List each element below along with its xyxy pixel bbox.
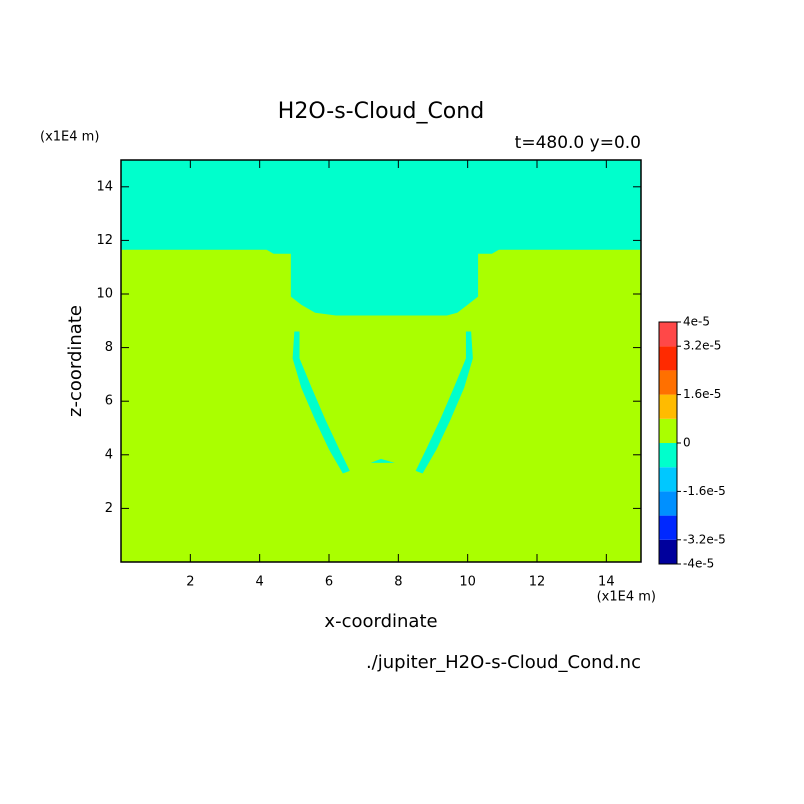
colorbar-band xyxy=(659,443,677,468)
y-axis-label: z-coordinate xyxy=(65,305,86,417)
x-unit: (x1E4 m) xyxy=(597,590,656,605)
contour-region xyxy=(370,458,395,463)
plot-frame xyxy=(120,159,642,563)
colorbar-band xyxy=(659,394,677,419)
colorbar-tick-label: 3.2e-5 xyxy=(683,339,721,353)
colorbar-tick-label: -1.6e-5 xyxy=(683,484,726,498)
colorbar-tick-label: 0 xyxy=(683,436,691,450)
y-tick-label: 4 xyxy=(105,447,113,462)
x-tick-label: 6 xyxy=(325,575,333,590)
y-tick-label: 6 xyxy=(105,394,113,409)
colorbar-band xyxy=(659,467,677,492)
x-tick-label: 14 xyxy=(598,575,615,590)
x-axis-label: x-coordinate xyxy=(324,611,437,632)
colorbar-tick-label: 4e-5 xyxy=(683,315,710,329)
contour-region xyxy=(292,331,350,474)
colorbar-band xyxy=(659,491,677,516)
contour-region xyxy=(121,160,641,316)
chart-title: H2O-s-Cloud_Cond xyxy=(278,99,484,124)
x-tick-label: 8 xyxy=(394,575,402,590)
y-tick-label: 10 xyxy=(96,287,113,302)
y-unit: (x1E4 m) xyxy=(40,130,99,145)
colorbar-band xyxy=(659,370,677,395)
chart-subtitle: t=480.0 y=0.0 xyxy=(515,133,641,153)
colorbar-band xyxy=(659,346,677,371)
colorbar-tick-label: -4e-5 xyxy=(683,557,714,571)
source-file: ./jupiter_H2O-s-Cloud_Cond.nc xyxy=(366,652,641,673)
colorbar-band xyxy=(659,515,677,540)
y-tick-label: 8 xyxy=(105,340,113,355)
contour-region xyxy=(415,331,473,474)
y-tick-label: 12 xyxy=(96,233,113,248)
y-tick-label: 2 xyxy=(105,501,113,516)
x-tick-label: 4 xyxy=(256,575,264,590)
y-tick-label: 14 xyxy=(96,179,113,194)
colorbar-tick-label: 1.6e-5 xyxy=(683,387,721,401)
colorbar-band xyxy=(659,418,677,443)
x-tick-label: 10 xyxy=(459,575,476,590)
x-tick-label: 12 xyxy=(529,575,546,590)
colorbar-tick-label: -3.2e-5 xyxy=(683,532,726,546)
colorbar-band xyxy=(659,539,677,564)
x-tick-label: 2 xyxy=(186,575,194,590)
colorbar-band xyxy=(659,322,677,347)
